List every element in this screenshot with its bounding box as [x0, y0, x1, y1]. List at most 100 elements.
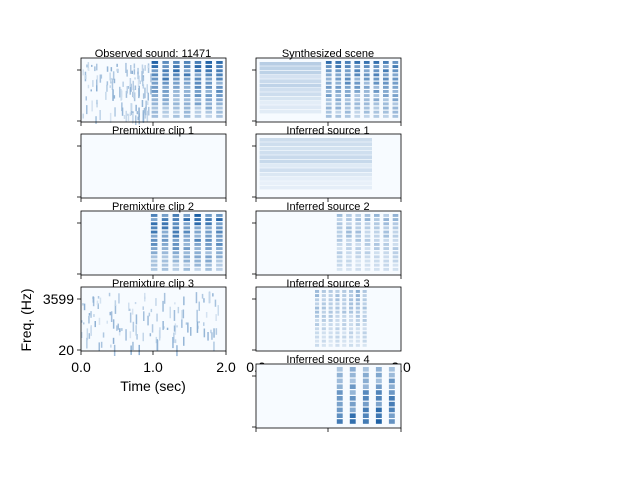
spectrogram-cell-pre3 [128, 302, 130, 311]
spectrogram-pulse-pre2 [194, 243, 201, 246]
spectrogram-pulse-pre2 [172, 222, 180, 226]
spectrogram-pulse-pre2 [183, 226, 190, 230]
spectrogram-pulse-inf2 [374, 251, 380, 255]
spectrogram-pulse-inf3 [342, 314, 347, 318]
spectrogram-pulse-inf3 [342, 327, 347, 331]
spectrogram-cell-pre3 [88, 333, 91, 339]
spectrogram-cell-observed [139, 80, 141, 85]
spectrogram-pulse-inf2 [364, 238, 371, 242]
spectrogram-pulse-synth [383, 73, 389, 77]
spectrogram-pulse-synth [344, 65, 351, 68]
spectrogram-pulse-synth [344, 90, 351, 93]
spectrogram-pulse-observed [162, 85, 169, 89]
spectrogram-pulse-inf2 [392, 255, 399, 259]
spectrogram-pulse-pre2 [216, 267, 223, 271]
spectrogram-pulse-pre2 [216, 263, 223, 267]
spectrogram-pulse-synth [373, 94, 380, 97]
spectrogram-cell-observed [123, 115, 126, 119]
spectrogram-pulse-inf3 [355, 335, 360, 339]
spectrogram-pulse-observed [205, 61, 212, 64]
spectrogram-cell-pre3 [94, 321, 96, 328]
spectrogram-pulse-observed [162, 69, 169, 73]
spectrogram-pulse-inf4 [388, 378, 395, 384]
spectrogram-pulse-inf3 [328, 335, 333, 339]
spectrogram-pulse-synth [363, 90, 370, 93]
spectrogram-pulse-observed [151, 61, 159, 64]
spectrogram-pulse-inf3 [321, 339, 326, 343]
spectrogram-cell-pre3 [119, 328, 121, 333]
spectrogram-cell-observed [144, 65, 146, 71]
spectrogram-pulse-inf3 [355, 298, 360, 302]
spectrogram-cell-pre3 [138, 344, 140, 356]
spectrogram-pulse-synth [363, 61, 370, 64]
spectrogram-cell-observed [111, 78, 114, 90]
spectrogram-cell-pre3 [131, 308, 134, 315]
spectrogram-pulse-pre2 [216, 222, 223, 226]
spectrogram-pulse-inf2 [374, 243, 380, 246]
spectrogram-cell-pre3 [81, 320, 83, 323]
spectrogram-pulse-inf3 [362, 294, 367, 297]
spectrogram-cell-observed [137, 75, 140, 87]
spectrogram-pulse-observed [194, 90, 202, 93]
spectrogram-pulse-synth [344, 110, 351, 114]
spectrogram-cell-observed [92, 80, 94, 87]
spectrogram-pulse-observed [173, 61, 180, 64]
spectrogram-pulse-synth [383, 77, 389, 81]
spectrogram-cell-observed [147, 63, 150, 73]
y-tick-label-20: 20 [58, 342, 74, 358]
spectrogram-cell-pre3 [173, 332, 175, 343]
spectrogram-pulse-synth [373, 73, 380, 77]
spectrogram-band-synth [259, 83, 322, 88]
spectrogram-cell-pre3 [163, 292, 166, 304]
spectrogram-pulse-pre2 [205, 247, 212, 250]
panel-title-inf2: Inferred source 2 [286, 201, 369, 213]
spectrogram-pulse-synth [335, 102, 342, 106]
spectrogram-pulse-observed [194, 65, 202, 68]
spectrogram-cell-observed [91, 64, 93, 67]
spectrogram-band-inf1 [259, 138, 372, 142]
spectrogram-pulse-synth [392, 102, 399, 106]
spectrogram-pulse-inf3 [335, 323, 340, 326]
spectrogram-pulse-inf3 [355, 302, 360, 306]
spectrogram-cell-pre3 [155, 336, 158, 344]
spectrogram-pulse-inf2 [383, 214, 389, 217]
spectrogram-cell-pre3 [125, 329, 127, 341]
spectrogram-pulse-inf2 [383, 259, 389, 263]
spectrogram-pulse-inf2 [364, 251, 371, 255]
spectrogram-cell-observed [133, 63, 136, 69]
spectrogram-pulse-observed [173, 106, 180, 110]
spectrogram-pulse-pre2 [172, 263, 180, 267]
spectrogram-pulse-inf3 [321, 335, 326, 339]
spectrogram-cell-observed [87, 62, 90, 71]
spectrogram-pulse-synth [335, 110, 342, 114]
spectrogram-pulse-inf4 [349, 372, 356, 378]
spectrogram-pulse-observed [183, 106, 191, 110]
spectrogram-pulse-inf3 [349, 290, 354, 293]
spectrogram-pulse-inf3 [349, 310, 354, 314]
spectrogram-cell-observed [142, 110, 145, 123]
spectrogram-cell-pre3 [88, 315, 90, 324]
spectrogram-pulse-inf4 [375, 419, 382, 424]
spectrogram-pulse-pre2 [205, 243, 212, 246]
spectrogram-cell-pre3 [82, 303, 84, 306]
spectrogram-pulse-observed [194, 114, 202, 118]
spectrogram-pulse-synth [335, 69, 342, 73]
spectrogram-pulse-synth [383, 110, 389, 114]
spectrogram-pulse-inf2 [346, 267, 352, 271]
spectrogram-pulse-inf3 [315, 306, 320, 310]
spectrogram-pulse-synth [335, 106, 342, 110]
spectrogram-cell-pre3 [166, 327, 169, 330]
spectrogram-pulse-inf4 [362, 401, 369, 407]
spectrogram-cell-pre3 [214, 299, 217, 307]
spectrogram-pulse-inf4 [375, 372, 382, 378]
panel-inf4: Inferred source 4 [255, 354, 402, 429]
spectrogram-pulse-pre2 [150, 267, 158, 271]
spectrogram-pulse-inf2 [346, 214, 352, 217]
spectrogram-pulse-synth [325, 61, 332, 64]
spectrogram-pulse-inf3 [342, 331, 347, 335]
spectrogram-cell-observed [91, 100, 93, 112]
spectrogram-cell-pre3 [112, 319, 115, 329]
spectrogram-pulse-inf2 [383, 230, 389, 234]
spectrogram-pulse-synth [373, 106, 380, 110]
